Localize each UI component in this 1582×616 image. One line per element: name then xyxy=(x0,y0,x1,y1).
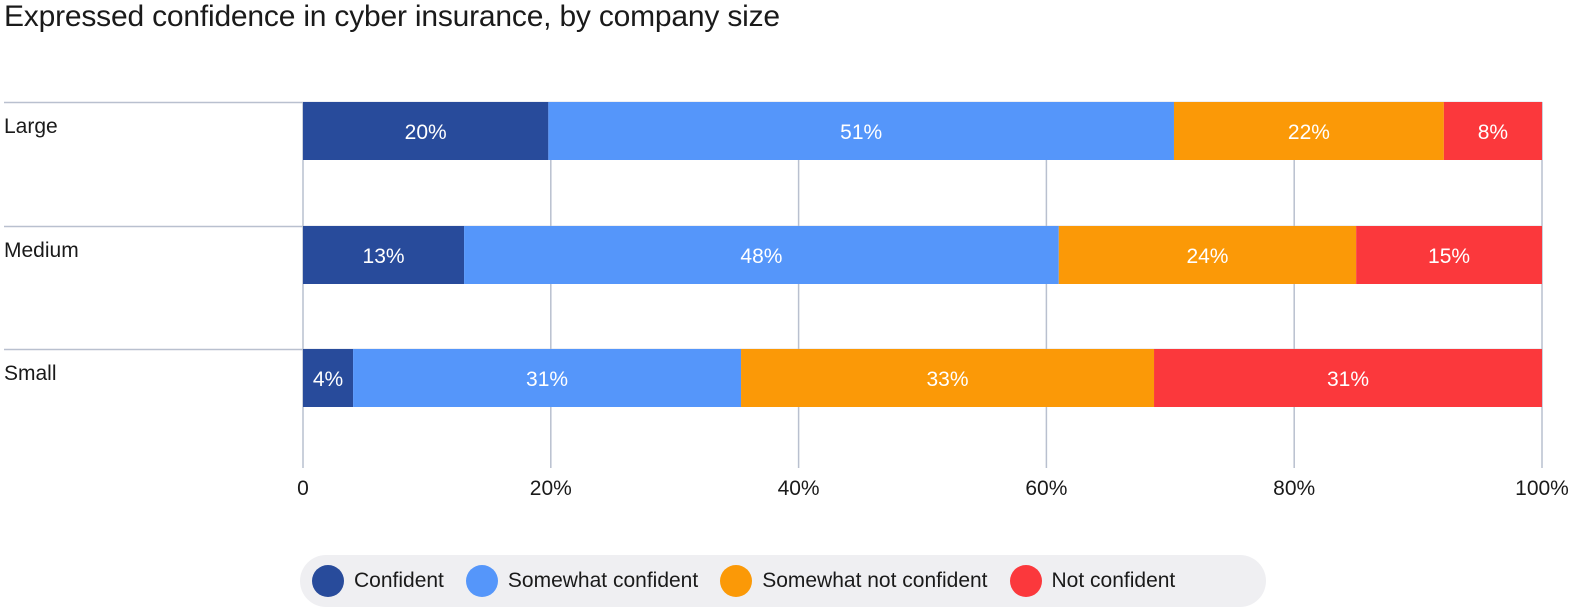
bar-large-somewhat-confident xyxy=(548,102,1174,160)
bar-value-label: 31% xyxy=(526,368,568,391)
legend-swatch xyxy=(720,565,753,597)
bar-value-label: 20% xyxy=(405,121,447,144)
legend-label: Somewhat confident xyxy=(507,569,699,592)
legend-item: Confident xyxy=(312,565,444,597)
category-label-small: Small xyxy=(4,362,57,385)
bar-medium-confident xyxy=(303,226,465,284)
bar-value-label: 13% xyxy=(363,245,405,268)
x-tick-label: 0 xyxy=(297,477,309,500)
bars-layer xyxy=(303,102,1542,407)
bar-value-label: 4% xyxy=(313,368,343,391)
bar-small-somewhat-not-confident xyxy=(741,349,1155,407)
x-tick-label: 100% xyxy=(1515,477,1569,500)
x-tick-label: 20% xyxy=(530,477,572,500)
bar-large-confident xyxy=(303,102,549,160)
bar-value-label: 8% xyxy=(1478,121,1508,144)
bar-value-label: 33% xyxy=(927,368,969,391)
chart-plot: 0 20% 40% 60% 80% 100% Large Medium Small 20% 51% 2… xyxy=(4,101,1569,500)
legend-label: Somewhat not confident xyxy=(762,569,988,592)
bar-value-label: 24% xyxy=(1186,245,1228,268)
bar-value-label: 15% xyxy=(1428,245,1470,268)
bar-small-confident xyxy=(303,349,354,407)
bar-small-not-confident xyxy=(1154,349,1542,407)
x-tick-label: 40% xyxy=(778,477,820,500)
chart-title: Expressed confidence in cyber insurance,… xyxy=(4,0,780,33)
bar-small-somewhat-confident xyxy=(353,349,742,407)
x-tick-label: 80% xyxy=(1273,477,1315,500)
bar-large-not-confident xyxy=(1443,102,1542,160)
bar-value-label: 51% xyxy=(840,121,882,144)
legend-swatch xyxy=(465,565,498,597)
legend-item: Not confident xyxy=(1009,565,1176,597)
category-label-medium: Medium xyxy=(4,239,79,262)
x-tick-label: 60% xyxy=(1025,477,1067,500)
bar-medium-somewhat-not-confident xyxy=(1058,226,1357,284)
bar-value-label: 48% xyxy=(740,245,782,268)
legend-swatch xyxy=(312,565,344,597)
legend-item: Somewhat not confident xyxy=(720,565,988,597)
category-label-large: Large xyxy=(4,115,58,138)
labels-layer: 0 20% 40% 60% 80% 100% Large Medium Small 20% 51% 2… xyxy=(4,115,1569,500)
legend-label: Not confident xyxy=(1051,569,1176,592)
bar-medium-not-confident xyxy=(1356,226,1542,284)
legend: Confident Somewhat confident Somewhat not … xyxy=(300,555,1266,607)
legend-swatch xyxy=(1009,565,1042,597)
bar-medium-somewhat-confident xyxy=(464,226,1059,284)
bar-large-somewhat-not-confident xyxy=(1173,102,1444,160)
legend-item: Somewhat confident xyxy=(465,565,699,597)
bar-value-label: 31% xyxy=(1327,368,1369,391)
bar-value-label: 22% xyxy=(1288,121,1330,144)
legend-label: Confident xyxy=(354,569,444,592)
